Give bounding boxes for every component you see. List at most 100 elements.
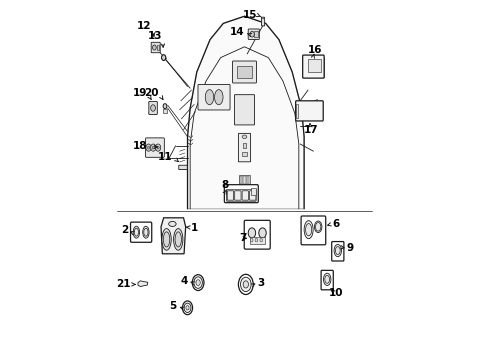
FancyBboxPatch shape [244,220,270,249]
Circle shape [250,238,252,242]
Ellipse shape [315,222,320,231]
Text: 3: 3 [257,278,264,288]
Circle shape [255,238,257,242]
Bar [250,188,255,195]
FancyBboxPatch shape [248,29,259,39]
Text: 2: 2 [121,225,128,235]
FancyBboxPatch shape [234,95,254,125]
Circle shape [145,144,151,151]
Text: 1: 1 [191,222,198,233]
FancyBboxPatch shape [301,216,325,245]
Text: 18: 18 [133,141,147,151]
Bar [236,66,252,78]
FancyBboxPatch shape [224,185,258,203]
Ellipse shape [162,229,171,250]
Text: 11: 11 [158,152,172,162]
Circle shape [150,105,155,111]
Bar [243,176,245,184]
Text: 19: 19 [132,88,147,98]
FancyBboxPatch shape [302,55,324,78]
Circle shape [150,144,156,151]
FancyBboxPatch shape [295,101,323,121]
Circle shape [196,280,200,285]
Ellipse shape [143,228,148,236]
Circle shape [185,306,189,310]
Circle shape [163,104,166,109]
Ellipse shape [205,90,213,105]
Ellipse shape [261,17,264,19]
Circle shape [155,144,161,151]
Polygon shape [161,218,185,254]
Circle shape [240,277,251,292]
Circle shape [193,277,202,288]
FancyBboxPatch shape [179,165,187,170]
Text: 21: 21 [116,279,130,289]
Ellipse shape [314,221,321,233]
FancyBboxPatch shape [249,191,255,200]
Circle shape [152,45,156,50]
Text: 17: 17 [303,125,317,135]
Circle shape [248,228,255,238]
Circle shape [243,281,248,288]
Circle shape [238,274,253,294]
Polygon shape [138,281,147,287]
Text: 4: 4 [180,276,187,286]
Circle shape [183,303,191,312]
FancyBboxPatch shape [238,134,250,162]
Ellipse shape [323,273,330,285]
FancyBboxPatch shape [261,17,264,26]
Text: 16: 16 [307,45,322,55]
FancyBboxPatch shape [145,138,164,157]
Bar [295,104,297,118]
Bar [254,31,257,37]
FancyBboxPatch shape [331,242,343,261]
FancyBboxPatch shape [130,222,151,242]
Text: 6: 6 [332,219,339,229]
Ellipse shape [142,226,149,238]
Ellipse shape [305,224,311,236]
FancyBboxPatch shape [198,84,229,110]
Text: 10: 10 [328,288,343,298]
Bar [239,176,242,184]
Bar [238,175,250,185]
Bar [249,237,264,244]
Circle shape [147,146,149,149]
FancyBboxPatch shape [148,102,157,114]
Text: 5: 5 [169,301,177,311]
Text: 7: 7 [239,233,246,243]
FancyBboxPatch shape [227,191,233,200]
Ellipse shape [333,244,341,257]
Ellipse shape [335,247,340,255]
Circle shape [258,228,265,238]
Circle shape [152,146,154,149]
Ellipse shape [214,90,223,105]
Circle shape [259,238,262,242]
Text: 13: 13 [147,31,162,41]
Bar [157,45,159,50]
Ellipse shape [304,221,312,239]
Ellipse shape [134,228,138,236]
Circle shape [157,146,159,149]
FancyBboxPatch shape [321,270,333,290]
Circle shape [182,301,192,315]
Bar [163,109,166,113]
Text: 9: 9 [346,243,353,253]
Circle shape [161,55,165,60]
Ellipse shape [163,232,169,247]
Text: 12: 12 [137,21,151,31]
FancyBboxPatch shape [242,191,248,200]
Ellipse shape [175,232,181,247]
Circle shape [249,31,254,37]
Ellipse shape [168,221,176,226]
FancyBboxPatch shape [234,191,241,200]
Text: 8: 8 [221,180,228,190]
Text: 15: 15 [242,10,257,20]
Ellipse shape [133,226,139,238]
Polygon shape [187,16,304,209]
Bar [242,152,246,156]
Ellipse shape [242,135,246,139]
Bar [242,143,246,148]
Ellipse shape [324,275,329,283]
FancyBboxPatch shape [226,190,256,201]
Text: 14: 14 [229,27,244,37]
